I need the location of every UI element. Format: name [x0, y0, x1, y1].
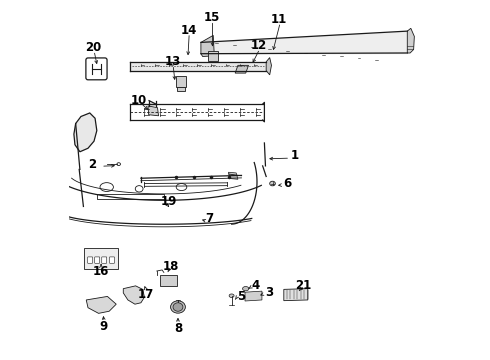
FancyBboxPatch shape — [95, 257, 99, 263]
Text: 2: 2 — [89, 158, 97, 171]
Text: 4: 4 — [251, 279, 260, 292]
Text: 6: 6 — [283, 177, 292, 190]
FancyBboxPatch shape — [102, 257, 107, 263]
Text: 12: 12 — [251, 40, 267, 53]
Text: 1: 1 — [291, 149, 298, 162]
Polygon shape — [176, 76, 186, 86]
Ellipse shape — [270, 181, 275, 186]
Text: 17: 17 — [137, 288, 154, 301]
Polygon shape — [266, 58, 271, 75]
Text: 15: 15 — [203, 11, 220, 24]
Polygon shape — [86, 296, 116, 313]
Polygon shape — [208, 51, 218, 61]
Polygon shape — [123, 286, 145, 304]
FancyBboxPatch shape — [110, 257, 115, 263]
Polygon shape — [407, 28, 415, 53]
Text: 16: 16 — [93, 265, 109, 278]
Text: 8: 8 — [174, 322, 182, 335]
Polygon shape — [284, 289, 308, 301]
Ellipse shape — [243, 287, 249, 291]
Polygon shape — [228, 172, 238, 179]
Text: 18: 18 — [163, 260, 179, 273]
Text: 14: 14 — [180, 23, 197, 37]
Text: 19: 19 — [161, 195, 177, 208]
Ellipse shape — [229, 294, 234, 297]
Polygon shape — [245, 291, 262, 301]
Text: 5: 5 — [237, 290, 245, 303]
Polygon shape — [160, 275, 177, 286]
Polygon shape — [177, 86, 185, 91]
Text: 13: 13 — [165, 55, 181, 68]
Text: 9: 9 — [100, 320, 108, 333]
Text: 20: 20 — [85, 41, 101, 54]
Text: 10: 10 — [131, 94, 147, 107]
Polygon shape — [148, 106, 159, 116]
Text: 21: 21 — [295, 279, 311, 292]
Ellipse shape — [173, 303, 183, 311]
Text: 11: 11 — [270, 13, 287, 26]
Polygon shape — [235, 66, 248, 73]
FancyBboxPatch shape — [88, 257, 93, 263]
FancyBboxPatch shape — [84, 248, 119, 269]
Ellipse shape — [171, 301, 185, 313]
Polygon shape — [74, 113, 97, 152]
Text: 7: 7 — [206, 212, 214, 225]
Text: 3: 3 — [266, 287, 274, 300]
Polygon shape — [201, 35, 214, 57]
